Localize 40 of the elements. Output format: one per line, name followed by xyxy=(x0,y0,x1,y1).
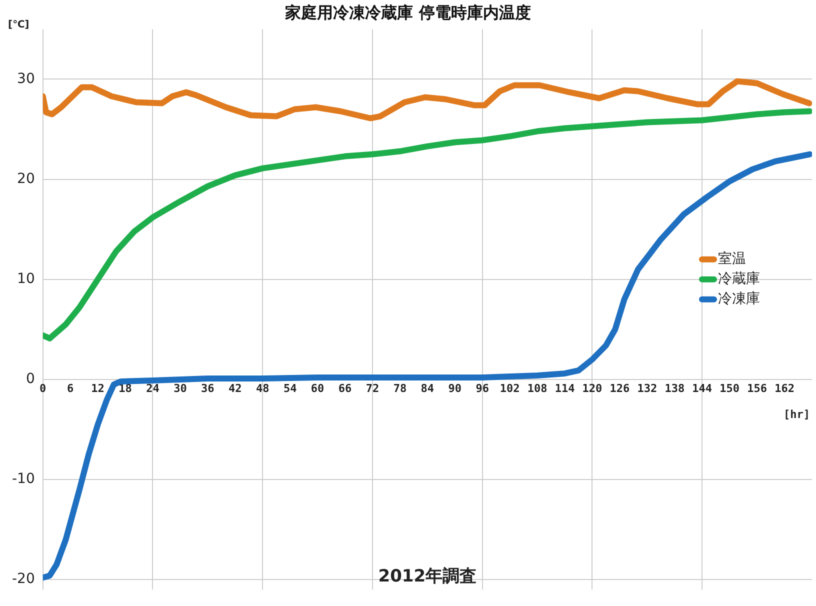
y-tick-label: 10 xyxy=(17,271,35,288)
x-tick-label: 126 xyxy=(610,382,630,395)
y-tick-label: -20 xyxy=(12,571,35,588)
x-axis-title: [hr] xyxy=(784,408,810,421)
x-tick-label: 138 xyxy=(664,382,685,395)
x-tick-label: 120 xyxy=(582,382,602,395)
x-tick-label: 54 xyxy=(283,382,298,395)
x-tick-label: 102 xyxy=(500,382,520,395)
x-tick-label: 96 xyxy=(476,382,490,395)
annotation: 2012年調査 xyxy=(378,566,477,587)
x-tick-label: 84 xyxy=(420,382,434,395)
y-tick-label: 30 xyxy=(17,70,35,87)
legend-label: 冷凍庫 xyxy=(718,291,760,308)
x-tick-label: 156 xyxy=(747,382,768,395)
x-tick-label: 132 xyxy=(637,382,658,395)
x-tick-label: 72 xyxy=(366,382,380,395)
x-tick-label: 48 xyxy=(256,382,270,395)
x-tick-label: 42 xyxy=(228,382,242,395)
x-tick-label: 66 xyxy=(338,382,352,395)
y-tick-label: 20 xyxy=(17,170,35,187)
legend-label: 冷蔵庫 xyxy=(718,271,760,288)
x-tick-label: 78 xyxy=(393,382,407,395)
x-tick-label: 24 xyxy=(146,382,160,395)
x-tick-label: 30 xyxy=(174,382,187,395)
x-tick-label: 18 xyxy=(118,382,132,395)
x-tick-label: 114 xyxy=(554,382,576,395)
x-tick-label: 0 xyxy=(40,382,46,395)
chart-title: 家庭用冷凍冷蔵庫 停電時庫内温度 xyxy=(284,2,531,22)
x-tick-label: 108 xyxy=(527,382,548,395)
x-tick-label: 144 xyxy=(692,382,712,395)
x-tick-label: 60 xyxy=(310,382,324,395)
legend-label: 室温 xyxy=(718,251,746,268)
x-tick-label: 12 xyxy=(91,382,104,395)
y-axis-title: [℃] xyxy=(8,20,30,31)
x-tick-label: 6 xyxy=(67,382,74,395)
x-tick-label: 90 xyxy=(448,382,462,395)
x-tick-label: 150 xyxy=(720,382,740,395)
x-tick-label: 162 xyxy=(774,382,794,395)
y-tick-label: -10 xyxy=(12,471,35,488)
x-tick-label: 36 xyxy=(201,382,215,395)
